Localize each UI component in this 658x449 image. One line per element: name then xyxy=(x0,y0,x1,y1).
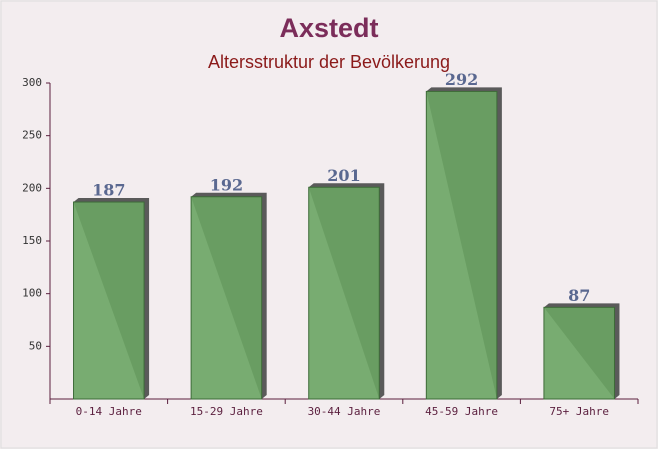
y-tick-label: 100 xyxy=(22,287,42,300)
x-tick-label: 0-14 Jahre xyxy=(76,405,142,418)
y-tick-label: 250 xyxy=(22,129,42,142)
value-label: 292 xyxy=(445,70,478,89)
bar xyxy=(73,201,145,400)
bar xyxy=(308,186,380,400)
chart-title: Axstedt xyxy=(279,13,378,43)
y-tick-label: 50 xyxy=(29,339,42,352)
chart-subtitle: Altersstruktur der Bevölkerung xyxy=(208,52,450,72)
value-label: 87 xyxy=(568,286,590,305)
x-tick-label: 75+ Jahre xyxy=(549,405,609,418)
y-tick-label: 300 xyxy=(22,76,42,89)
y-tick-label: 200 xyxy=(22,181,42,194)
bar xyxy=(190,196,263,400)
value-label: 187 xyxy=(92,181,125,200)
x-tick-label: 15-29 Jahre xyxy=(190,405,263,418)
x-tick-label: 30-44 Jahre xyxy=(308,405,381,418)
value-label: 192 xyxy=(210,175,243,194)
bar xyxy=(425,90,498,400)
y-tick-label: 150 xyxy=(22,234,42,247)
x-tick-label: 45-59 Jahre xyxy=(425,405,498,418)
value-label: 201 xyxy=(327,166,360,185)
bar xyxy=(543,306,615,400)
